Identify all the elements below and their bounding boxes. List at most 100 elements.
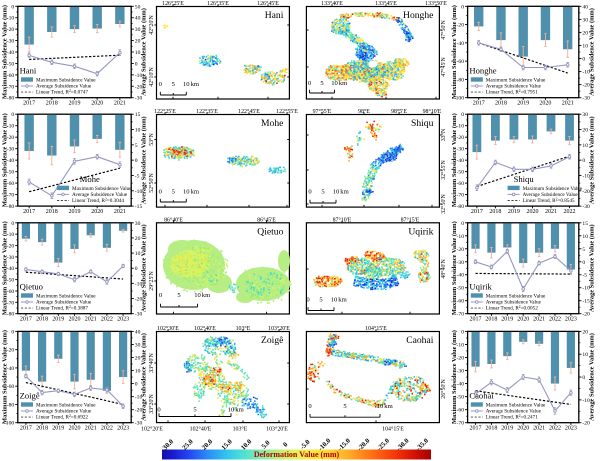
svg-text:-70: -70	[457, 421, 465, 427]
svg-text:-30: -30	[135, 312, 143, 318]
svg-text:-10: -10	[135, 189, 143, 195]
svg-text:2019: 2019	[501, 317, 513, 323]
svg-text:10: 10	[331, 80, 338, 87]
svg-text:-30: -30	[457, 369, 465, 375]
svg-text:-40: -40	[7, 158, 15, 164]
svg-text:-10: -10	[7, 16, 15, 22]
svg-text:-50: -50	[7, 170, 15, 176]
svg-text:122°25'E: 122°25'E	[154, 108, 176, 115]
svg-text:Maximum Subsidence Value (mm): Maximum Subsidence Value (mm)	[451, 330, 458, 424]
svg-text:87°10'E: 87°10'E	[333, 216, 352, 223]
svg-text:Maximum Subsidence Value: Maximum Subsidence Value	[523, 186, 583, 192]
svg-text:0: 0	[11, 4, 14, 10]
svg-text:10: 10	[582, 143, 588, 149]
svg-text:Honghe: Honghe	[403, 10, 433, 21]
svg-text:0: 0	[11, 221, 14, 227]
svg-text:Shiqu: Shiqu	[514, 174, 535, 184]
svg-text:98°10'E: 98°10'E	[423, 108, 442, 115]
svg-text:2020: 2020	[517, 426, 529, 432]
svg-text:Average Subsidence Value (mm): Average Subsidence Value (mm)	[588, 333, 595, 421]
svg-text:-20: -20	[7, 27, 15, 33]
svg-text:-30: -30	[582, 96, 590, 102]
svg-text:20: 20	[135, 39, 141, 45]
svg-text:2018: 2018	[495, 101, 507, 107]
svg-text:Average Subsidence Value: Average Subsidence Value	[36, 84, 92, 90]
svg-text:Mohe: Mohe	[80, 174, 100, 184]
svg-text:-5: -5	[582, 273, 587, 279]
svg-text:20: 20	[582, 329, 588, 335]
svg-text:0: 0	[461, 329, 464, 335]
svg-text:30: 30	[135, 342, 141, 348]
svg-text:0: 0	[11, 112, 14, 118]
svg-text:km: km	[384, 403, 393, 410]
svg-text:2018: 2018	[36, 426, 48, 432]
svg-text:-70: -70	[457, 312, 465, 318]
svg-text:km: km	[191, 189, 200, 196]
svg-text:2019: 2019	[69, 101, 81, 107]
svg-text:-20: -20	[7, 244, 15, 250]
svg-text:Maximum Subsidence Value: Maximum Subsidence Value	[486, 403, 546, 409]
svg-text:Uqirik: Uqirik	[469, 282, 492, 292]
svg-text:Shiqu: Shiqu	[411, 118, 434, 129]
svg-text:-20: -20	[582, 83, 590, 89]
svg-text:2021: 2021	[114, 209, 126, 215]
svg-text:2022: 2022	[101, 426, 113, 432]
svg-text:0: 0	[157, 407, 161, 414]
svg-text:5: 5	[172, 81, 176, 88]
svg-text:-20: -20	[135, 297, 143, 303]
svg-text:km: km	[338, 297, 347, 304]
svg-text:86°40'E: 86°40'E	[164, 216, 183, 223]
svg-text:2018: 2018	[36, 317, 48, 323]
svg-text:-60: -60	[7, 181, 15, 187]
svg-text:km: km	[191, 81, 200, 88]
svg-text:5: 5	[320, 80, 324, 87]
svg-text:Linear Trend, R2=0.0052: Linear Trend, R2=0.0052	[486, 305, 538, 312]
svg-text:-20: -20	[582, 189, 590, 195]
svg-text:2021: 2021	[85, 426, 97, 432]
svg-text:-40: -40	[7, 366, 15, 372]
svg-text:Maximum Subsidence Value (mm): Maximum Subsidence Value (mm)	[451, 113, 458, 207]
svg-text:2019: 2019	[52, 426, 64, 432]
svg-text:2017: 2017	[20, 317, 32, 323]
svg-text:0: 0	[308, 189, 312, 196]
svg-text:2020: 2020	[91, 101, 103, 107]
svg-text:2017: 2017	[473, 101, 485, 107]
svg-text:10: 10	[183, 189, 190, 196]
svg-text:-50: -50	[7, 278, 15, 284]
svg-text:-10: -10	[457, 124, 465, 130]
svg-text:Average Subsidence Value (mm): Average Subsidence Value (mm)	[141, 224, 148, 312]
svg-text:122°55'E: 122°55'E	[276, 108, 298, 115]
svg-text:-60: -60	[457, 59, 465, 65]
svg-text:Linear Trend, R2=0.3044: Linear Trend, R2=0.3044	[72, 197, 124, 204]
svg-text:2023: 2023	[565, 426, 577, 432]
svg-text:2023: 2023	[117, 317, 129, 323]
svg-text:-80: -80	[7, 204, 15, 210]
svg-text:10: 10	[333, 189, 340, 196]
svg-text:5: 5	[319, 297, 323, 304]
svg-text:52°50'N: 52°50'N	[148, 173, 155, 193]
svg-text:-15: -15	[135, 204, 143, 210]
svg-text:5: 5	[582, 247, 585, 253]
svg-text:5: 5	[343, 403, 347, 410]
svg-text:29°25'N: 29°25'N	[148, 271, 155, 291]
svg-text:0: 0	[159, 292, 163, 299]
svg-text:2020: 2020	[69, 317, 81, 323]
svg-text:0: 0	[135, 61, 138, 67]
svg-text:-30: -30	[135, 421, 143, 427]
svg-text:Average Subsidence Value: Average Subsidence Value	[523, 192, 579, 198]
svg-text:2020: 2020	[527, 209, 539, 215]
svg-text:10: 10	[135, 128, 141, 134]
svg-text:-80: -80	[457, 77, 465, 83]
svg-text:15: 15	[582, 221, 588, 227]
svg-text:5: 5	[135, 143, 138, 149]
svg-text:10: 10	[331, 297, 338, 304]
svg-text:Average Subsidence Value (mm): Average Subsidence Value (mm)	[588, 224, 595, 312]
svg-text:Zoigê: Zoigê	[20, 391, 40, 401]
svg-text:-20: -20	[582, 312, 590, 318]
svg-text:-40: -40	[7, 266, 15, 272]
svg-text:2017: 2017	[23, 209, 35, 215]
svg-text:103°20'E: 103°20'E	[268, 325, 290, 332]
svg-text:Caohai: Caohai	[469, 391, 494, 401]
svg-text:10: 10	[228, 407, 235, 414]
svg-text:Maximum Subsidence Value: Maximum Subsidence Value	[486, 78, 546, 84]
